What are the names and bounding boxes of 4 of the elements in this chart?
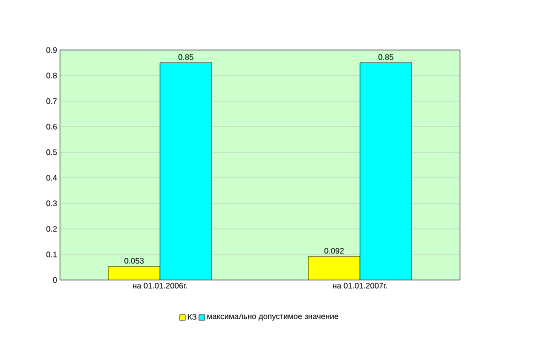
bar (108, 266, 160, 280)
bar (360, 62, 412, 280)
bar (160, 62, 212, 280)
bar (308, 256, 360, 280)
